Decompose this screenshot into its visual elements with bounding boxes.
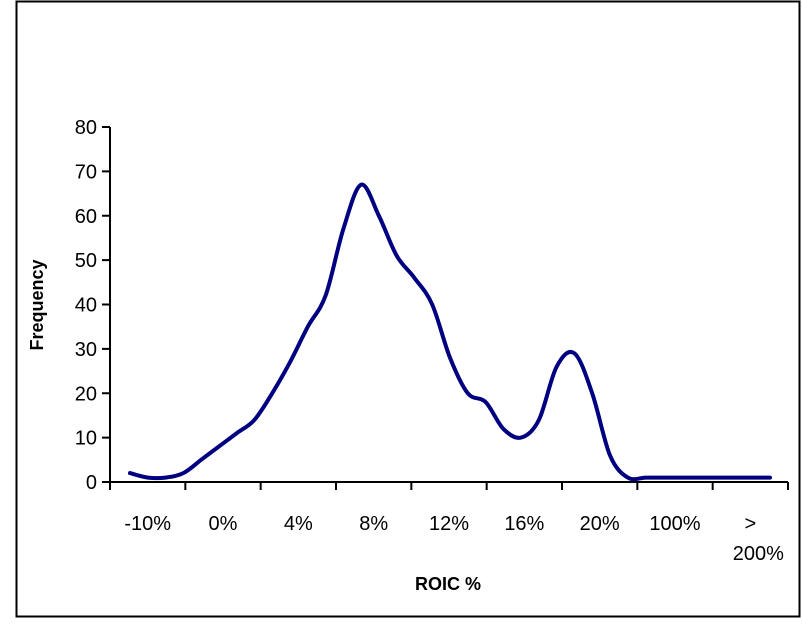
y-tick-label: 70 — [75, 161, 97, 183]
frequency-series-line — [128, 182, 772, 482]
x-tick-label: 4% — [284, 513, 313, 535]
y-tick-label: 40 — [75, 295, 97, 317]
y-axis-title: Frequency — [27, 259, 47, 350]
x-tick-label: > — [744, 513, 756, 535]
x-tick-label: -10% — [124, 513, 171, 535]
y-tick-label: 30 — [75, 339, 97, 361]
x-tick-label: 0% — [209, 513, 238, 535]
y-tick-label: 0 — [86, 472, 97, 494]
y-tick-label: 60 — [75, 206, 97, 228]
x-tick-label: 12% — [429, 513, 469, 535]
x-axis-ticks: -10% 0% 4% 8% 12% 16% 20% 100% >200% — [109, 482, 789, 565]
x-axis-title: ROIC % — [415, 574, 481, 594]
y-tick-label: 20 — [75, 383, 97, 405]
y-tick-label: 50 — [75, 250, 97, 272]
x-tick-label: 20% — [580, 513, 620, 535]
x-tick-label-continued: 200% — [733, 543, 784, 565]
x-tick-label: 16% — [504, 513, 544, 535]
x-tick-label: 100% — [649, 513, 700, 535]
x-tick-label: 8% — [359, 513, 388, 535]
y-tick-label: 10 — [75, 428, 97, 450]
y-axis-ticks: 0 10 20 30 40 50 60 70 80 — [75, 117, 110, 494]
series-layer — [128, 182, 772, 482]
y-tick-label: 80 — [75, 117, 97, 139]
chart-border — [15, 0, 801, 618]
